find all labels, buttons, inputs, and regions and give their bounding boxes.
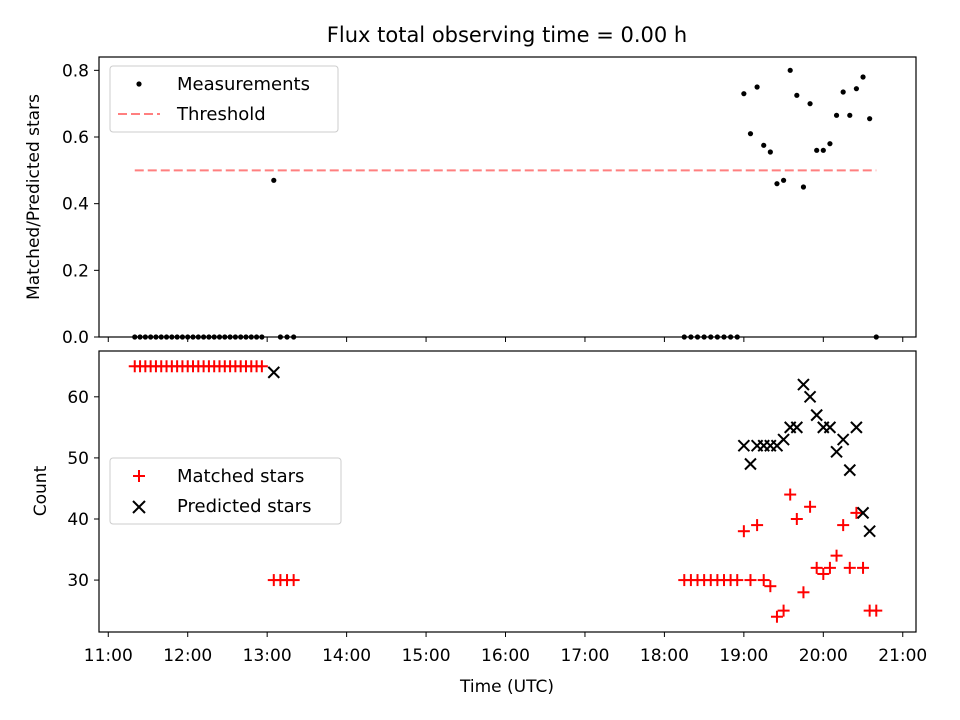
x-tick-label: 11:00 — [84, 646, 133, 666]
matched-star-point — [757, 574, 770, 587]
measurement-point — [271, 177, 277, 183]
legend-threshold-label: Threshold — [176, 104, 266, 125]
predicted-star-point — [737, 439, 751, 452]
matched-star-point — [817, 567, 830, 580]
matched-star-point — [823, 561, 836, 574]
predicted-star-point — [843, 463, 856, 477]
matched-star-point — [255, 360, 268, 373]
predicted-star-point — [744, 457, 757, 471]
top-legend: Measurements Threshold — [109, 65, 339, 133]
x-tick-label: 19:00 — [719, 646, 768, 666]
measurement-point — [820, 147, 826, 153]
measurement-point — [833, 112, 840, 118]
matched-stars-series — [128, 360, 883, 623]
matched-star-point — [804, 500, 817, 513]
bottom-y-axis-label: Count — [31, 465, 51, 516]
bottom-y-tick-label: 40 — [67, 510, 89, 530]
top-axes-frame — [98, 56, 917, 338]
bottom-axes-frame — [98, 350, 917, 633]
predicted-stars-series — [267, 366, 876, 538]
predicted-star-point — [267, 366, 280, 379]
matched-star-point — [850, 506, 863, 519]
bottom-panel: 11:00 12:00 13:00 14:00 15:00 16:00 17:00 18:00… — [31, 350, 927, 697]
legend-measurements-marker — [136, 81, 142, 87]
measurement-point — [761, 142, 767, 148]
measurement-point — [780, 177, 787, 183]
measurement-point — [754, 84, 760, 90]
measurement-point — [867, 116, 873, 122]
matched-star-point — [751, 519, 764, 532]
predicted-star-point — [850, 421, 863, 434]
matched-star-point — [857, 561, 870, 574]
bottom-y-tick-label: 50 — [67, 449, 89, 469]
measurement-point — [741, 91, 747, 97]
measurement-point — [853, 86, 860, 92]
predicted-star-point — [777, 433, 790, 446]
measurement-point — [814, 147, 820, 153]
top-y-axis-label: Matched/Predicted stars — [24, 94, 44, 300]
top-y-tick-label: 0.8 — [62, 61, 89, 81]
measurement-point — [807, 101, 813, 107]
matched-star-point — [837, 519, 850, 532]
legend-matched-label: Matched stars — [177, 466, 304, 487]
predicted-star-point — [803, 390, 817, 404]
measurement-point — [774, 181, 780, 187]
predicted-star-point — [810, 408, 823, 422]
measurement-point — [860, 74, 866, 80]
matched-star-point — [790, 512, 803, 525]
x-tick-label: 18:00 — [640, 646, 689, 666]
legend-matched-marker — [133, 470, 145, 482]
x-tick-label: 16:00 — [481, 646, 530, 666]
matched-star-point — [770, 610, 783, 623]
measurement-point — [787, 67, 793, 73]
predicted-star-point — [830, 445, 843, 459]
top-y-tick-label: 0.0 — [62, 328, 89, 348]
matched-star-point — [737, 525, 750, 538]
legend-predicted-marker — [132, 500, 146, 514]
predicted-star-point — [856, 506, 870, 520]
x-tick-label: 12:00 — [163, 646, 212, 666]
matched-star-point — [810, 561, 823, 574]
predicted-star-point — [863, 524, 876, 538]
top-y-tick-label: 0.6 — [62, 128, 89, 148]
measurement-point — [827, 141, 833, 147]
x-tick-label: 21:00 — [878, 646, 927, 666]
x-tick-label: 15:00 — [402, 646, 451, 666]
matched-star-point — [870, 604, 883, 617]
measurement-point — [747, 131, 754, 137]
measurement-point — [847, 112, 853, 118]
x-tick-label: 20:00 — [799, 646, 848, 666]
measurement-point — [794, 92, 800, 98]
measurement-point — [840, 89, 846, 95]
bottom-y-tick-label: 60 — [67, 388, 89, 408]
top-y-tick-label: 0.2 — [62, 261, 89, 281]
predicted-star-point — [797, 378, 810, 391]
matched-star-point — [287, 574, 300, 587]
matched-star-point — [843, 561, 856, 574]
matched-star-point — [784, 488, 797, 501]
matched-star-point — [777, 604, 790, 617]
x-tick-label: 13:00 — [243, 646, 292, 666]
bottom-legend: Matched stars Predicted stars — [109, 457, 342, 525]
chart-title: Flux total observing time = 0.00 h — [327, 23, 687, 47]
matched-star-point — [797, 586, 810, 599]
x-axis-label: Time (UTC) — [459, 677, 554, 697]
measurement-point — [800, 184, 807, 190]
legend-predicted-label: Predicted stars — [177, 496, 311, 517]
matched-star-point — [830, 549, 843, 562]
matched-star-point — [744, 574, 757, 587]
bottom-y-tick-label: 30 — [67, 571, 89, 591]
predicted-star-point — [790, 421, 804, 434]
predicted-star-point — [836, 433, 850, 446]
legend-measurements-label: Measurements — [177, 74, 310, 95]
top-panel: 0.00.20.40.60.8 Matched/Predicted stars … — [24, 56, 917, 348]
x-tick-label: 17:00 — [560, 646, 609, 666]
matched-star-point — [731, 574, 744, 587]
matched-star-point — [764, 580, 777, 593]
top-y-tick-label: 0.4 — [62, 195, 89, 215]
measurement-point — [767, 149, 773, 155]
x-tick-label: 14:00 — [322, 646, 371, 666]
predicted-star-point — [823, 421, 837, 434]
